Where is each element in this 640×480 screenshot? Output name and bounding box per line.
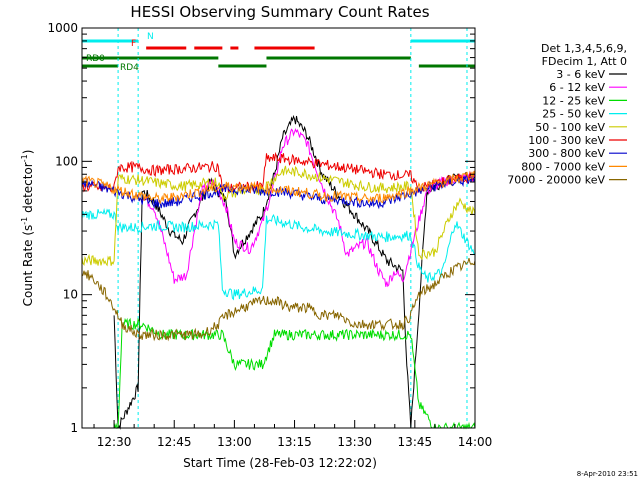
chart-title: HESSI Observing Summary Count Rates xyxy=(130,3,429,21)
y-axis-label: Count Rate (s-1 detector-1) xyxy=(20,150,35,307)
legend-entry-label: 800 - 7000 keV xyxy=(521,160,605,173)
vertical-marker-layer xyxy=(117,28,468,428)
y-axis: 1 10 100 1000 xyxy=(47,21,475,435)
series-line xyxy=(81,257,476,342)
y-tick-label: 10 xyxy=(63,288,78,302)
series-line xyxy=(81,173,476,210)
legend-entry-label: 300 - 800 keV xyxy=(528,147,605,160)
flag-layer: N F RD0 RD4 xyxy=(82,32,475,73)
timestamp: 8-Apr-2010 23:51 xyxy=(577,470,638,478)
series-layer xyxy=(81,114,476,430)
legend-entry-label: 12 - 25 keV xyxy=(542,94,605,107)
legend-entry-label: 3 - 6 keV xyxy=(556,68,605,81)
series-line xyxy=(141,127,476,288)
series-line xyxy=(113,317,476,430)
series-line xyxy=(81,170,476,205)
legend-entry-label: 6 - 12 keV xyxy=(549,81,605,94)
series-line xyxy=(81,207,476,301)
y-tick-label: 1 xyxy=(70,421,78,435)
legend: Det 1,3,4,5,6,9, FDecim 1, Att 0 3 - 6 k… xyxy=(507,42,627,187)
series-line xyxy=(81,151,476,195)
y-tick-label: 100 xyxy=(55,154,78,168)
plot-frame xyxy=(81,27,476,429)
x-tick-label: 13:45 xyxy=(398,435,433,449)
legend-header-line-2: FDecim 1, Att 0 xyxy=(542,55,627,68)
x-tick-label: 13:30 xyxy=(337,435,372,449)
flag-label: F xyxy=(131,39,136,49)
legend-entry-label: 50 - 100 keV xyxy=(535,121,605,134)
x-axis-label: Start Time (28-Feb-03 12:22:02) xyxy=(183,456,377,470)
flag-label: RD0 xyxy=(86,54,105,64)
legend-entry-label: 7000 - 20000 keV xyxy=(507,174,605,187)
x-tick-label: 12:45 xyxy=(157,435,192,449)
y-tick-label: 1000 xyxy=(47,21,78,35)
flag-label: RD4 xyxy=(120,63,139,73)
legend-entry-label: 100 - 300 keV xyxy=(528,134,605,147)
x-axis: 12:30 12:45 13:00 13:15 13:30 13:45 14:00 xyxy=(93,420,493,449)
x-tick-label: 13:00 xyxy=(217,435,252,449)
flag-label: N xyxy=(147,32,154,42)
legend-header-line-1: Det 1,3,4,5,6,9, xyxy=(541,42,627,55)
x-tick-label: 12:30 xyxy=(97,435,132,449)
legend-entry-label: 25 - 50 keV xyxy=(542,108,605,121)
x-tick-label: 13:15 xyxy=(277,435,312,449)
x-tick-label: 14:00 xyxy=(458,435,493,449)
